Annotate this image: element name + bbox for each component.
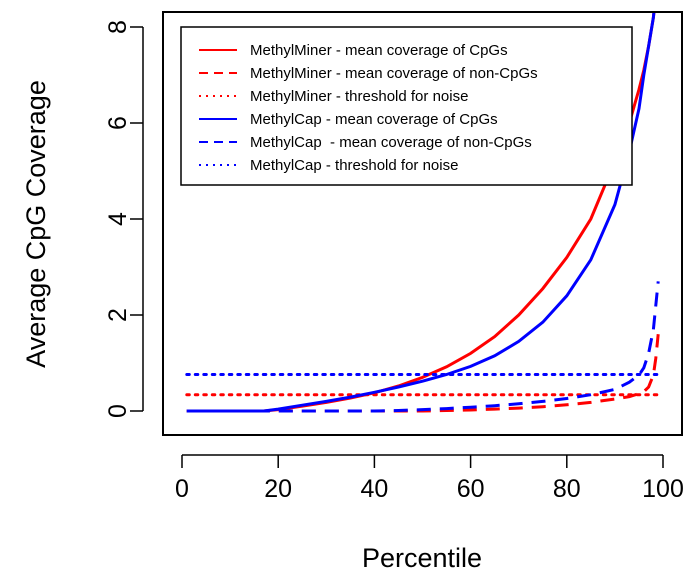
series-line-4 xyxy=(186,281,660,413)
y-tick-label-0: 0 xyxy=(104,404,132,418)
x-axis-title: Percentile xyxy=(362,543,482,573)
plot-frame xyxy=(162,11,683,436)
legend-label-4: MethylCap - mean coverage of non-CpGs xyxy=(250,134,532,151)
x-tick-label-5: 100 xyxy=(642,475,684,503)
legend-box xyxy=(180,26,633,186)
legend-label-5: MethylCap - threshold for noise xyxy=(250,157,458,174)
series-layer xyxy=(185,12,660,413)
legend-label-0: MethylMiner - mean coverage of CpGs xyxy=(250,42,508,59)
legend-label-2: MethylMiner - threshold for noise xyxy=(250,88,468,105)
legend-label-3: MethylCap - mean coverage of CpGs xyxy=(250,111,498,128)
axes-layer: 0 20 40 60 80 100 0 2 4 6 8 xyxy=(104,20,684,503)
x-tick-label-0: 0 xyxy=(175,475,189,503)
series-line-1 xyxy=(186,334,660,413)
x-tick-label-4: 80 xyxy=(553,475,581,503)
legend: MethylMiner - mean coverage of CpGs Methy… xyxy=(180,26,633,186)
y-axis-title: Average CpG Coverage xyxy=(21,80,51,368)
legend-label-1: MethylMiner - mean coverage of non-CpGs xyxy=(250,65,538,82)
x-tick-label-1: 20 xyxy=(264,475,292,503)
y-tick-label-4: 8 xyxy=(104,20,132,34)
y-tick-label-2: 4 xyxy=(104,212,132,226)
y-tick-label-3: 6 xyxy=(104,116,132,130)
x-tick-label-2: 40 xyxy=(360,475,388,503)
y-tick-label-1: 2 xyxy=(104,308,132,322)
x-tick-label-3: 60 xyxy=(457,475,485,503)
series-line-3 xyxy=(186,12,656,413)
